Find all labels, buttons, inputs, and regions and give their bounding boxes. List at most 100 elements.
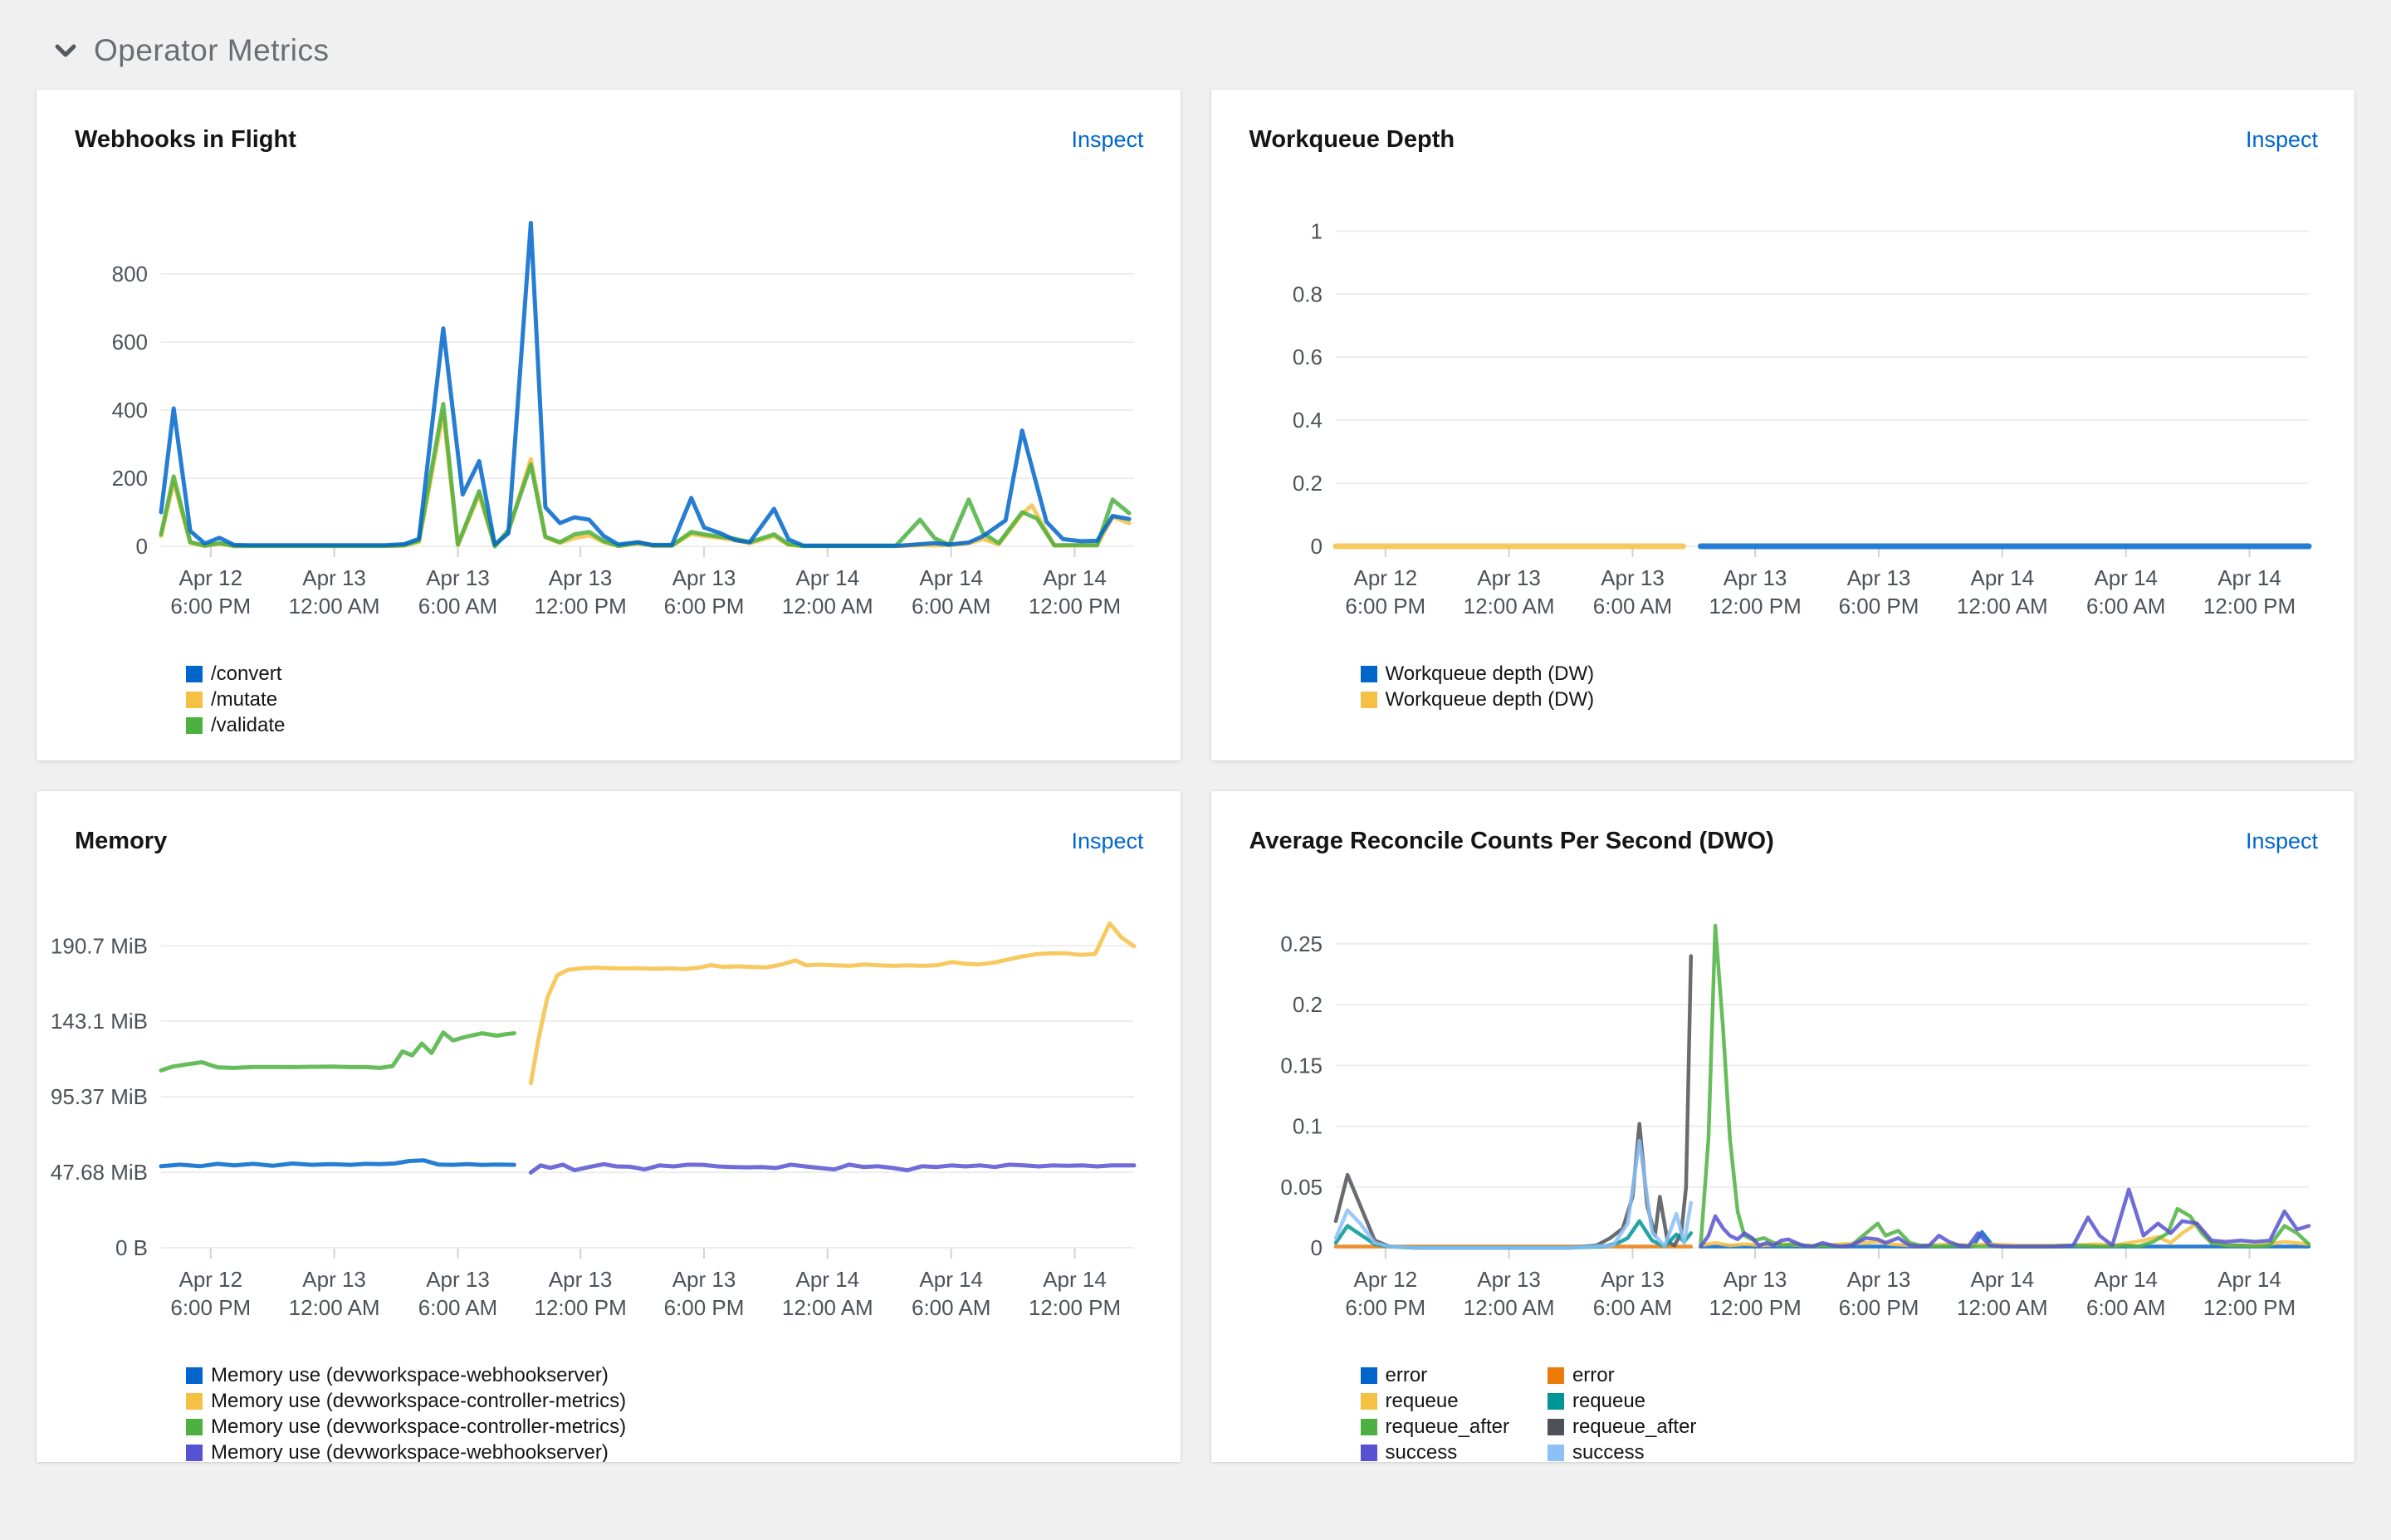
inspect-link[interactable]: Inspect bbox=[1071, 829, 1144, 853]
x-tick-label: 12:00 PM bbox=[1709, 594, 1801, 618]
y-tick-label: 0 bbox=[1310, 1235, 1322, 1260]
card-title: Webhooks in Flight bbox=[75, 126, 296, 153]
legend-label: requeue bbox=[1572, 1390, 1646, 1412]
y-tick-label: 0.6 bbox=[1292, 345, 1322, 369]
legend-swatch bbox=[186, 1393, 203, 1410]
y-tick-label: 0.25 bbox=[1280, 931, 1323, 956]
legend-label: Memory use (devworkspace-webhookserver) bbox=[211, 1441, 609, 1462]
section-header: Operator Metrics bbox=[0, 0, 2391, 90]
y-tick-label: 400 bbox=[112, 398, 148, 423]
legend-swatch bbox=[1360, 1419, 1377, 1435]
x-tick-label: Apr 13 bbox=[672, 1267, 736, 1292]
x-tick-label: Apr 14 bbox=[919, 1267, 983, 1292]
x-tick-label: 12:00 AM bbox=[1956, 594, 2047, 618]
legend-item: Memory use (devworkspace-controller-metr… bbox=[186, 1415, 626, 1438]
x-tick-label: Apr 13 bbox=[549, 1267, 613, 1292]
legend-label: /convert bbox=[211, 662, 282, 685]
x-tick-label: 6:00 PM bbox=[1838, 1295, 1919, 1320]
legend-swatch bbox=[1547, 1445, 1564, 1461]
x-tick-label: 12:00 PM bbox=[1709, 1295, 1801, 1320]
y-tick-label: 0.8 bbox=[1292, 281, 1322, 306]
series-line bbox=[159, 410, 1132, 549]
legend-swatch bbox=[1360, 1445, 1377, 1461]
legend-swatch bbox=[1360, 1393, 1377, 1410]
legend-item: Memory use (devworkspace-controller-metr… bbox=[186, 1390, 626, 1412]
card-memory: Memory Inspect 190.7 MiB 143.1 MiB 95.37 M… bbox=[37, 791, 1181, 1462]
x-tick-label: 12:00 AM bbox=[1956, 1295, 2047, 1320]
y-tick-label: 200 bbox=[112, 466, 148, 491]
x-tick-label: Apr 13 bbox=[549, 565, 613, 590]
legend-swatch bbox=[186, 1445, 203, 1461]
series-line bbox=[1333, 1219, 1693, 1250]
card-webhooks-in-flight: Webhooks in Flight Inspect 800 600 400 200 0… bbox=[37, 90, 1181, 760]
series-line bbox=[159, 1030, 516, 1073]
x-tick-label: 6:00 AM bbox=[2085, 1295, 2164, 1320]
inspect-link[interactable]: Inspect bbox=[2245, 829, 2318, 853]
legend-swatch bbox=[1360, 666, 1377, 682]
x-tick-label: 6:00 PM bbox=[664, 1295, 745, 1320]
x-tick-label: 12:00 AM bbox=[782, 594, 873, 618]
y-tick-label: 0.05 bbox=[1280, 1175, 1323, 1200]
x-tick-label: Apr 12 bbox=[178, 1267, 242, 1292]
x-tick-label: Apr 13 bbox=[302, 1267, 366, 1292]
card-title: Workqueue Depth bbox=[1249, 126, 1455, 153]
legend-label: Memory use (devworkspace-webhookserver) bbox=[211, 1364, 609, 1386]
card-title: Average Reconcile Counts Per Second (DWO… bbox=[1249, 828, 1774, 854]
x-tick-label: Apr 13 bbox=[1723, 1267, 1787, 1292]
x-tick-label: 12:00 AM bbox=[289, 1295, 380, 1320]
legend-item: success bbox=[1547, 1441, 1696, 1462]
x-tick-label: 6:00 AM bbox=[912, 594, 990, 618]
x-tick-label: Apr 13 bbox=[1846, 1267, 1910, 1292]
series-line bbox=[528, 1161, 1137, 1175]
line-chart-webhooks-in-flight[interactable]: 800 600 400 200 0 Apr 12 6:00 PM Apr 13 12:00 AM… bbox=[37, 156, 1180, 654]
x-tick-label: Apr 12 bbox=[178, 565, 242, 590]
legend-label: /validate bbox=[211, 714, 286, 736]
line-chart-average-reconcile-counts[interactable]: 0.25 0.2 0.15 0.1 0.05 0 Apr 12 6:00 PM Apr 13 12… bbox=[1211, 858, 2354, 1356]
x-tick-label: 12:00 PM bbox=[2203, 594, 2295, 618]
x-tick-label: 12:00 AM bbox=[1463, 594, 1554, 618]
x-tick-label: Apr 13 bbox=[426, 1267, 490, 1292]
y-tick-label: 0.4 bbox=[1292, 408, 1322, 433]
legend-item: requeue bbox=[1547, 1390, 1696, 1412]
legend-item: /validate bbox=[186, 714, 286, 736]
x-tick-label: Apr 12 bbox=[1353, 1267, 1417, 1292]
x-tick-label: 6:00 PM bbox=[1345, 594, 1425, 618]
x-tick-label: 6:00 PM bbox=[1345, 1295, 1425, 1320]
line-chart-memory[interactable]: 190.7 MiB 143.1 MiB 95.37 MiB 47.68 MiB 0 B A… bbox=[37, 858, 1180, 1356]
legend-label: requeue bbox=[1385, 1390, 1459, 1412]
y-tick-label: 0 B bbox=[115, 1235, 148, 1260]
chart-legend: Memory use (devworkspace-webhookserver) M… bbox=[186, 1364, 1181, 1462]
legend-label: error bbox=[1385, 1364, 1428, 1386]
line-chart-workqueue-depth[interactable]: 1 0.8 0.6 0.4 0.2 0 Apr 12 6:00 PM Apr 13 12:00 A… bbox=[1211, 156, 2354, 654]
y-tick-label: 600 bbox=[112, 330, 148, 354]
x-tick-label: 6:00 AM bbox=[1592, 1295, 1671, 1320]
x-tick-label: Apr 13 bbox=[302, 565, 366, 590]
legend-label: requeue_after bbox=[1572, 1415, 1697, 1438]
x-tick-label: 12:00 PM bbox=[2203, 1295, 2295, 1320]
section-toggle-operator-metrics[interactable]: Operator Metrics bbox=[51, 33, 330, 68]
series-line bbox=[159, 221, 1132, 548]
legend-label: error bbox=[1572, 1364, 1615, 1386]
series-line bbox=[1698, 1187, 2310, 1249]
card-workqueue-depth: Workqueue Depth Inspect 1 0.8 0.6 0.4 0.2 0 Ap… bbox=[1210, 90, 2354, 760]
x-tick-label: Apr 14 bbox=[1043, 1267, 1107, 1292]
legend-item: success bbox=[1360, 1441, 1509, 1462]
x-tick-label: Apr 14 bbox=[795, 565, 859, 590]
inspect-link[interactable]: Inspect bbox=[1071, 127, 1144, 152]
legend-label: /mutate bbox=[211, 688, 278, 711]
series-line bbox=[1333, 1138, 1693, 1250]
x-tick-label: Apr 13 bbox=[426, 565, 490, 590]
x-tick-label: 12:00 AM bbox=[289, 594, 380, 618]
x-tick-label: 6:00 AM bbox=[2085, 594, 2164, 618]
x-tick-label: Apr 13 bbox=[1723, 565, 1787, 590]
legend-label: Workqueue depth (DW) bbox=[1385, 662, 1595, 685]
x-tick-label: 12:00 PM bbox=[1029, 594, 1121, 618]
legend-swatch bbox=[186, 692, 203, 708]
legend-label: success bbox=[1572, 1441, 1645, 1462]
inspect-link[interactable]: Inspect bbox=[2245, 127, 2318, 152]
x-tick-label: Apr 12 bbox=[1353, 565, 1417, 590]
y-tick-label: 800 bbox=[112, 262, 148, 286]
card-average-reconcile-counts: Average Reconcile Counts Per Second (DWO… bbox=[1210, 791, 2354, 1462]
x-tick-label: Apr 14 bbox=[2094, 1267, 2158, 1292]
legend-swatch bbox=[1547, 1393, 1564, 1410]
